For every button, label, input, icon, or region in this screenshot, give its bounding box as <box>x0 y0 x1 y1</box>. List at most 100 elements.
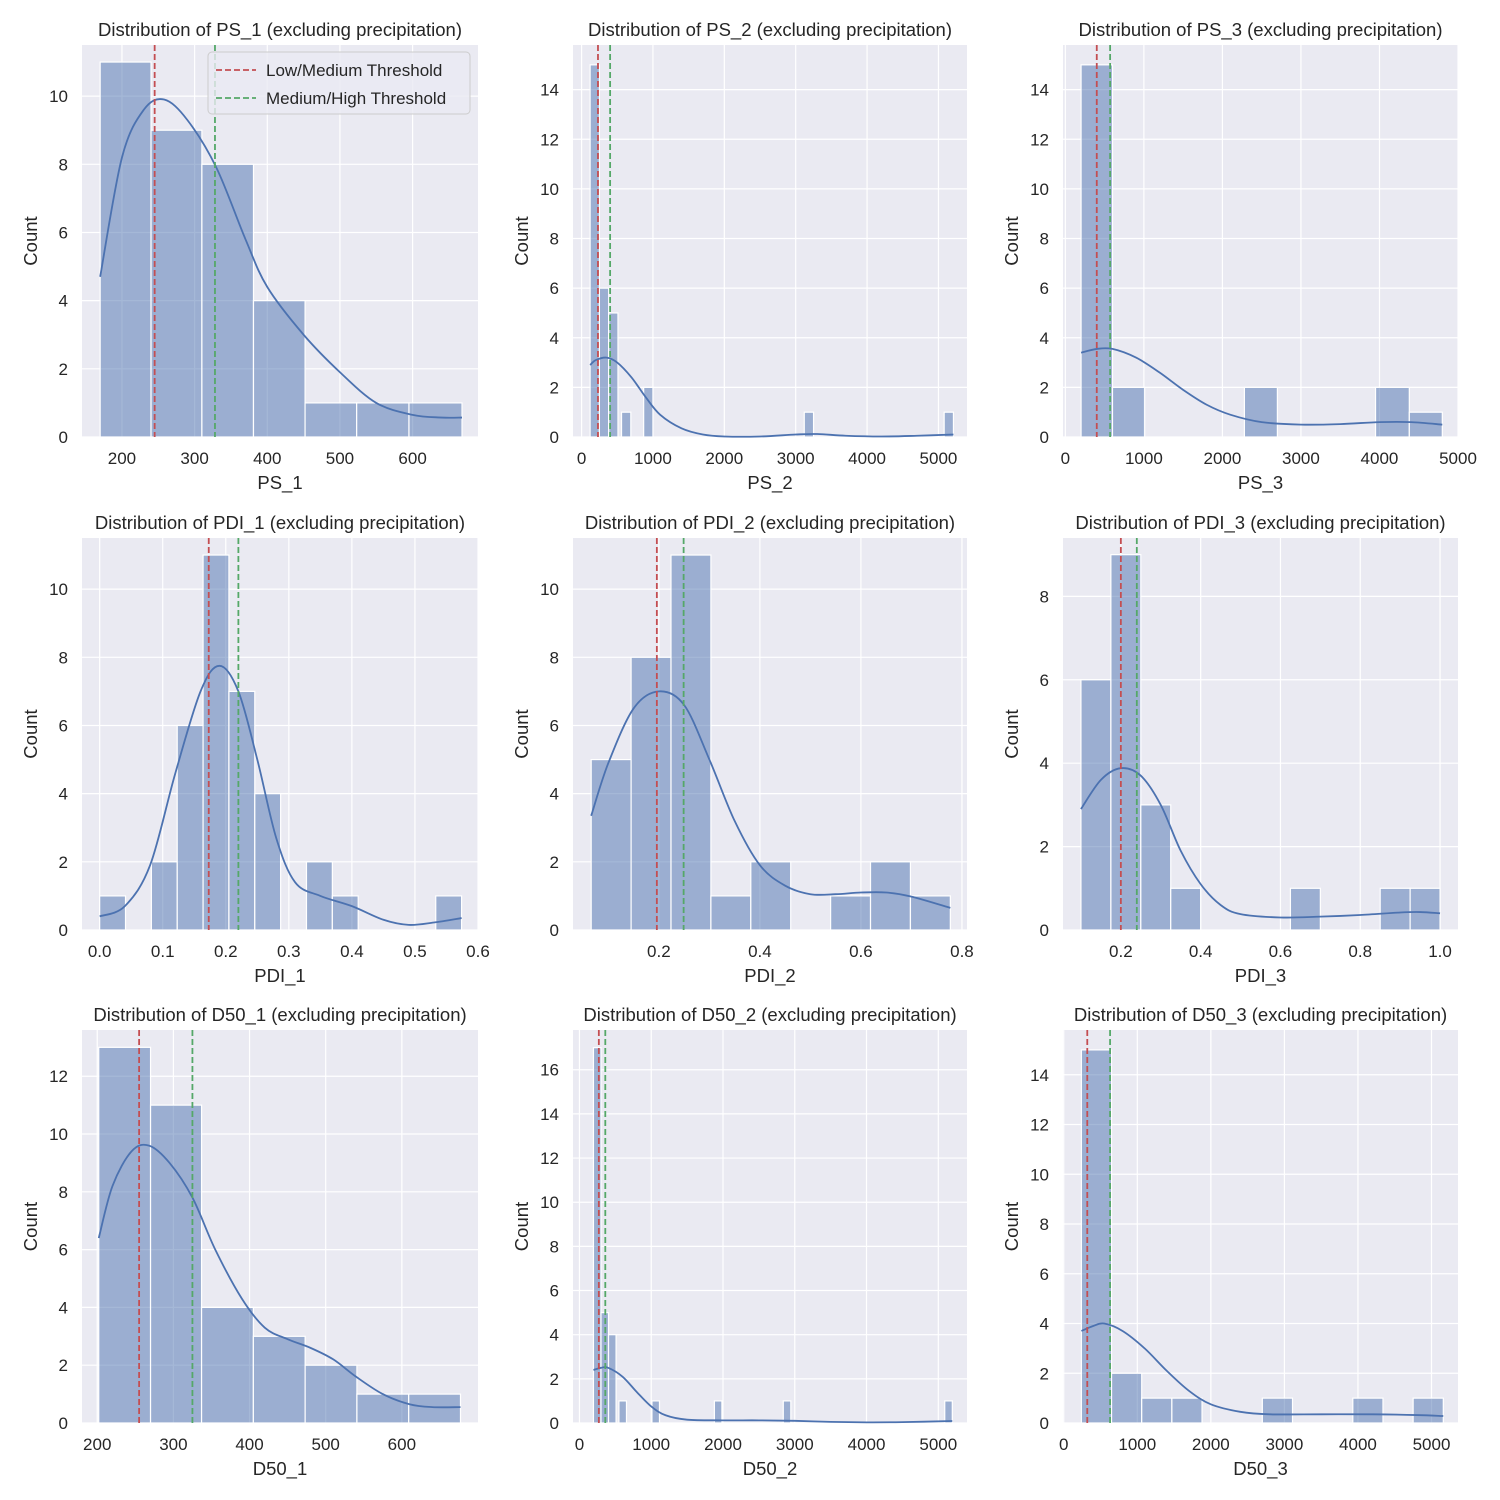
chart-title: Distribution of PDI_1 (excluding precipi… <box>95 512 465 534</box>
chart-title: Distribution of D50_2 (excluding precipi… <box>583 1004 956 1026</box>
x-tick-label: 0.6 <box>1269 942 1293 961</box>
x-tick-label: 1000 <box>1118 1435 1156 1454</box>
x-tick-label: 0 <box>1061 449 1070 468</box>
y-tick-label: 14 <box>1030 81 1049 100</box>
histogram-bar <box>408 402 463 438</box>
y-tick-label: 2 <box>1040 838 1049 857</box>
x-tick-label: 4000 <box>1339 1435 1377 1454</box>
y-tick-label: 12 <box>540 130 559 149</box>
x-tick-label: 400 <box>253 449 281 468</box>
y-tick-label: 2 <box>59 1356 68 1375</box>
x-tick-label: 0 <box>1059 1435 1068 1454</box>
y-tick-label: 0 <box>550 921 559 940</box>
histogram-bar <box>618 1400 628 1424</box>
histogram-bar <box>630 656 672 931</box>
x-tick-label: 0.5 <box>403 942 427 961</box>
y-axis-label: Count <box>20 216 41 265</box>
y-tick-label: 2 <box>1040 378 1049 397</box>
histogram-panel-pdi-1: 0.0 0.1 0.2 0.3 0.4 0.5 0.6 0 2 4 6 8 10 Distribution… <box>20 512 490 987</box>
x-tick-label: 300 <box>180 449 208 468</box>
x-tick-label: 2000 <box>1203 449 1241 468</box>
legend-low-medium-label: Low/Medium Threshold <box>266 61 442 80</box>
y-tick-label: 6 <box>59 716 68 735</box>
histogram-bar <box>304 402 358 438</box>
histogram-bar <box>750 861 792 931</box>
histogram-bar <box>670 554 712 931</box>
y-tick-label: 6 <box>550 716 559 735</box>
x-tick-label: 3000 <box>1282 449 1320 468</box>
y-tick-label: 8 <box>550 230 559 249</box>
y-tick-label: 6 <box>1040 279 1049 298</box>
histogram-bar <box>830 895 872 931</box>
x-tick-label: 1.0 <box>1428 942 1452 961</box>
histogram-bar <box>1080 1049 1113 1424</box>
histogram-panel-d50-2: 0 1000 2000 3000 4000 5000 0 2 4 6 8 10 12 14 16 Distri… <box>511 1004 967 1480</box>
x-tick-label: 0.8 <box>1348 942 1372 961</box>
y-tick-label: 8 <box>59 648 68 667</box>
y-tick-label: 4 <box>1040 754 1049 773</box>
histogram-bar <box>1289 887 1321 931</box>
y-tick-label: 0 <box>1040 428 1049 447</box>
y-tick-label: 8 <box>59 155 68 174</box>
kde-curve <box>1080 767 1441 919</box>
x-tick-label: 1000 <box>634 449 672 468</box>
histogram-bar <box>592 1047 602 1424</box>
x-axis-label: PDI_2 <box>744 965 795 987</box>
histogram-bar <box>1352 1397 1384 1424</box>
x-tick-label: 5000 <box>1439 449 1477 468</box>
x-tick-label: 3000 <box>776 1435 814 1454</box>
y-tick-label: 8 <box>1040 587 1049 606</box>
x-axis-label: PS_3 <box>1238 472 1283 494</box>
y-tick-label: 0 <box>550 1414 559 1433</box>
x-tick-label: 0.4 <box>748 942 772 961</box>
histogram-bar <box>620 411 632 438</box>
x-tick-label: 500 <box>312 1435 340 1454</box>
y-tick-label: 6 <box>59 223 68 242</box>
kde-curve <box>1081 1322 1444 1417</box>
y-tick-label: 4 <box>59 1298 68 1317</box>
histogram-bar <box>782 1400 792 1424</box>
y-axis-label: Count <box>511 216 532 265</box>
x-tick-label: 0.1 <box>151 942 175 961</box>
histogram-panel-ps-1: 200 300 400 500 600 0 2 4 6 8 10 Distribution of PS… <box>20 19 478 494</box>
x-axis-label: PDI_3 <box>1235 965 1286 987</box>
y-tick-label: 10 <box>1030 1165 1049 1184</box>
x-tick-label: 0.2 <box>647 942 671 961</box>
y-tick-label: 10 <box>540 580 559 599</box>
kde-curve <box>97 1143 461 1409</box>
x-axis-label: D50_2 <box>743 1458 798 1480</box>
x-tick-label: 4000 <box>1361 449 1399 468</box>
histogram-bar <box>252 300 306 438</box>
histogram-bar <box>1080 679 1112 931</box>
x-axis-label: PS_1 <box>257 472 302 494</box>
y-axis-label: Count <box>20 709 41 758</box>
legend-medium-high-label: Medium/High Threshold <box>266 89 446 108</box>
y-tick-label: 10 <box>49 87 68 106</box>
x-tick-label: 1000 <box>632 1435 670 1454</box>
chart-title: Distribution of D50_1 (excluding precipi… <box>93 1004 466 1026</box>
histogram-bar <box>435 895 463 931</box>
histogram-bar <box>607 1334 617 1424</box>
histogram-bar <box>200 1306 254 1424</box>
y-axis-label: Count <box>1001 1202 1022 1251</box>
histogram-bar <box>149 1104 203 1424</box>
histogram-bar <box>710 895 752 931</box>
x-tick-label: 400 <box>235 1435 263 1454</box>
histogram-bar <box>1110 1372 1143 1424</box>
x-tick-label: 5000 <box>919 1435 957 1454</box>
y-tick-label: 8 <box>550 648 559 667</box>
y-tick-label: 0 <box>550 428 559 447</box>
histogram-panel-d50-1: 200 300 400 500 600 0 2 4 6 8 10 12 Distribution of … <box>20 1004 478 1480</box>
y-tick-label: 14 <box>540 1105 559 1124</box>
x-tick-label: 5000 <box>1413 1435 1451 1454</box>
y-tick-label: 4 <box>59 785 68 804</box>
x-tick-label: 0.3 <box>277 942 301 961</box>
histogram-bar <box>1374 386 1410 438</box>
y-tick-label: 8 <box>1040 230 1049 249</box>
chart-title: Distribution of PS_2 (excluding precipit… <box>588 19 952 41</box>
x-tick-label: 0.2 <box>1109 942 1133 961</box>
kde-curve <box>99 98 463 419</box>
y-tick-label: 6 <box>59 1241 68 1260</box>
y-tick-label: 0 <box>1040 1414 1049 1433</box>
histogram-bar <box>944 1400 953 1424</box>
